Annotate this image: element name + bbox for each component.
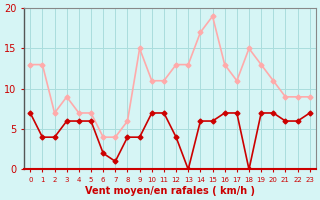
X-axis label: Vent moyen/en rafales ( km/h ): Vent moyen/en rafales ( km/h )	[85, 186, 255, 196]
